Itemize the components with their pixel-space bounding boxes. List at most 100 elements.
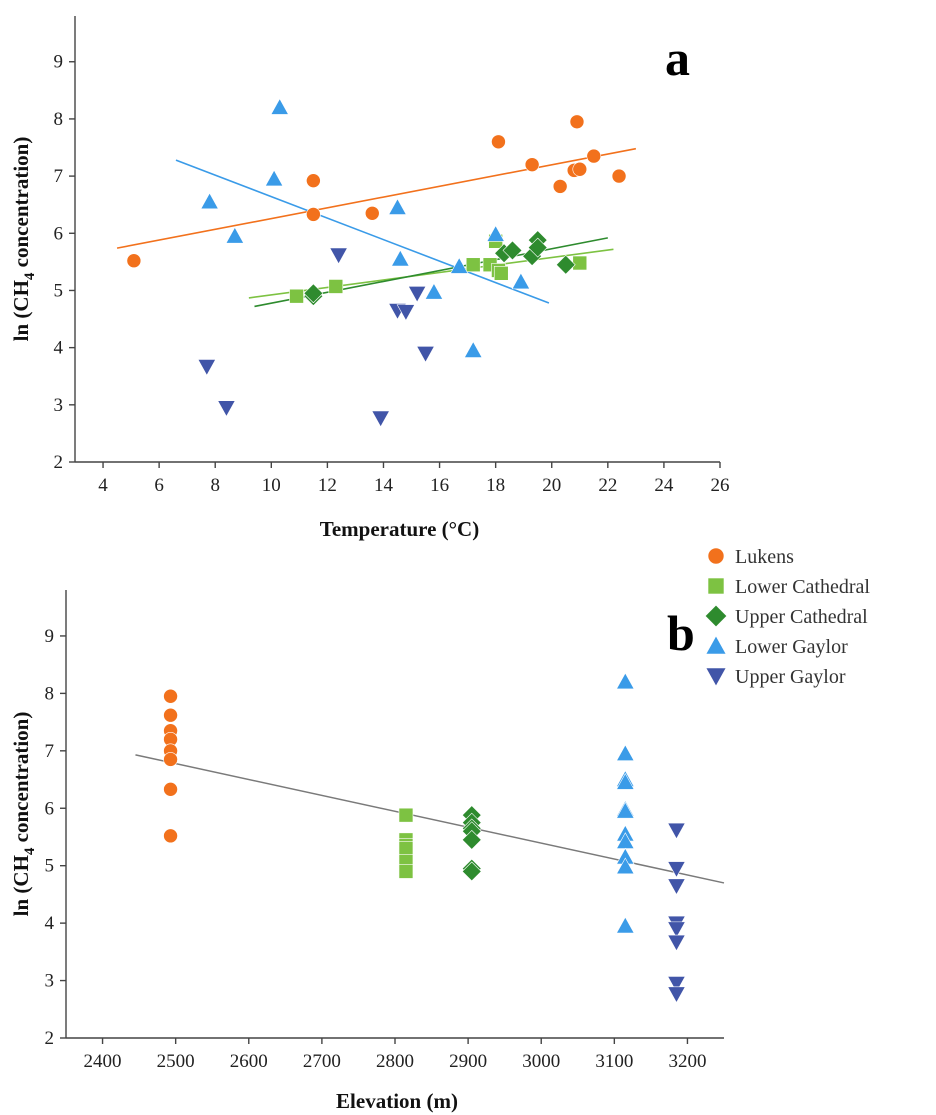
data-point-lower-gaylor <box>225 226 245 244</box>
series-upper-gaylor <box>197 247 435 428</box>
legend-marker-lukens <box>707 547 725 565</box>
data-point-lukens <box>364 205 380 221</box>
legend-marker-lower-cathedral <box>707 577 725 595</box>
y-tick-label: 8 <box>54 109 64 130</box>
data-point-upper-gaylor <box>407 286 427 303</box>
legend-label: Lukens <box>735 546 794 568</box>
x-tick-label: 2500 <box>157 1051 195 1072</box>
data-point-upper-gaylor <box>667 934 686 952</box>
y-tick-label: 4 <box>45 913 55 934</box>
legend-item-lower-cathedral: Lower Cathedral <box>707 576 870 598</box>
x-tick-label: 3200 <box>668 1051 706 1072</box>
data-point-upper-cathedral <box>502 240 523 261</box>
data-point-upper-gaylor <box>371 410 390 428</box>
legend-item-lukens: Lukens <box>707 546 794 568</box>
legend-label: Lower Cathedral <box>735 576 870 598</box>
data-point-upper-cathedral <box>461 829 482 850</box>
series-upper-gaylor <box>667 822 686 1004</box>
data-point-lukens <box>491 134 506 150</box>
series-upper-cathedral <box>303 230 576 307</box>
y-tick-label: 6 <box>45 798 55 819</box>
data-point-lower-gaylor <box>616 801 635 819</box>
y-tick-label: 4 <box>54 338 64 359</box>
x-tick-label: 18 <box>486 475 505 496</box>
y-tick-label: 2 <box>45 1028 55 1049</box>
legend-label: Upper Gaylor <box>735 666 846 688</box>
data-point-upper-cathedral <box>303 283 324 304</box>
data-point-upper-gaylor <box>197 359 217 376</box>
data-point-lower-gaylor <box>616 916 635 934</box>
data-point-lower-gaylor <box>463 341 483 358</box>
data-point-upper-gaylor <box>667 878 686 896</box>
y-axis-label-part: ln (CH <box>9 855 33 916</box>
data-point-upper-gaylor <box>667 861 686 878</box>
data-point-lukens <box>163 782 178 797</box>
data-point-lukens <box>569 114 585 130</box>
x-tick-label: 8 <box>210 475 220 496</box>
y-tick-label: 5 <box>45 856 55 877</box>
legend-label: Upper Cathedral <box>735 606 868 628</box>
data-point-lukens <box>163 707 178 723</box>
y-tick-label: 5 <box>54 280 64 301</box>
x-tick-label: 2800 <box>376 1051 414 1072</box>
legend-item-lower-gaylor: Lower Gaylor <box>705 635 848 658</box>
y-tick-label: 6 <box>54 223 64 244</box>
data-point-lower-cathedral <box>465 257 481 273</box>
x-tick-label: 3000 <box>522 1051 560 1072</box>
x-tick-label: 16 <box>430 475 449 496</box>
data-point-upper-gaylor <box>667 921 686 939</box>
legend-marker-upper-cathedral <box>704 604 728 628</box>
x-tick-label: 2400 <box>84 1051 122 1072</box>
data-point-lukens <box>163 688 178 704</box>
data-point-lower-gaylor <box>391 249 410 267</box>
y-axis-label: ln (CH4 concentration) <box>9 137 38 342</box>
series-lower-gaylor <box>616 672 635 934</box>
data-point-lower-cathedral <box>289 288 304 304</box>
data-point-lower-gaylor <box>388 198 407 215</box>
y-axis-label: ln (CH4 concentration) <box>9 712 38 917</box>
data-point-lukens <box>572 161 588 177</box>
data-point-lower-gaylor <box>616 773 635 790</box>
y-tick-label: 3 <box>45 971 55 992</box>
data-point-lower-cathedral <box>493 266 509 281</box>
panel-a-chart: 2 3 4 5 6 7 8 9 4 6 8 10 12 14 16 18 20 22 24 26 Temperature… <box>9 16 730 541</box>
y-axis-label-subscript: 4 <box>22 847 38 855</box>
x-tick-label: 24 <box>654 475 674 496</box>
data-point-upper-cathedral <box>461 861 482 882</box>
series-lower-gaylor <box>200 98 531 358</box>
series-lukens <box>126 114 627 269</box>
y-tick-label: 7 <box>54 166 64 187</box>
data-point-upper-cathedral <box>555 254 576 275</box>
data-point-lower-gaylor <box>424 282 444 300</box>
x-tick-label: 4 <box>98 475 108 496</box>
data-point-lukens <box>611 168 627 184</box>
data-point-lower-gaylor <box>270 98 289 115</box>
data-point-lower-gaylor <box>264 169 284 187</box>
y-axis-label-part: concentration) <box>9 712 33 848</box>
data-point-lower-gaylor <box>616 744 635 761</box>
x-tick-label: 10 <box>262 475 281 496</box>
overall-fit-line <box>135 754 725 884</box>
data-point-lower-gaylor <box>449 257 469 274</box>
series-upper-cathedral <box>461 805 482 882</box>
data-point-lukens <box>126 253 142 269</box>
x-tick-label: 3100 <box>595 1051 633 1072</box>
y-axis-label-part: ln (CH <box>9 280 33 341</box>
x-tick-label: 14 <box>374 475 394 496</box>
x-tick-label: 20 <box>542 475 561 496</box>
data-point-upper-gaylor <box>667 986 686 1004</box>
data-point-lower-gaylor <box>616 857 635 875</box>
x-tick-label: 2700 <box>303 1051 341 1072</box>
data-point-lukens <box>586 148 602 164</box>
data-point-lower-gaylor <box>200 192 219 210</box>
panel-letter: b <box>667 605 695 661</box>
legend-label: Lower Gaylor <box>735 636 848 658</box>
y-tick-label: 7 <box>45 741 55 762</box>
data-point-lower-cathedral <box>398 864 414 879</box>
data-point-upper-gaylor <box>329 247 348 265</box>
data-point-lukens <box>306 173 321 188</box>
data-point-lower-cathedral <box>328 279 344 294</box>
fit-line-lower-gaylor <box>175 159 550 304</box>
legend: Lukens Lower Cathedral Upper Cathedral Lowe… <box>704 546 870 688</box>
